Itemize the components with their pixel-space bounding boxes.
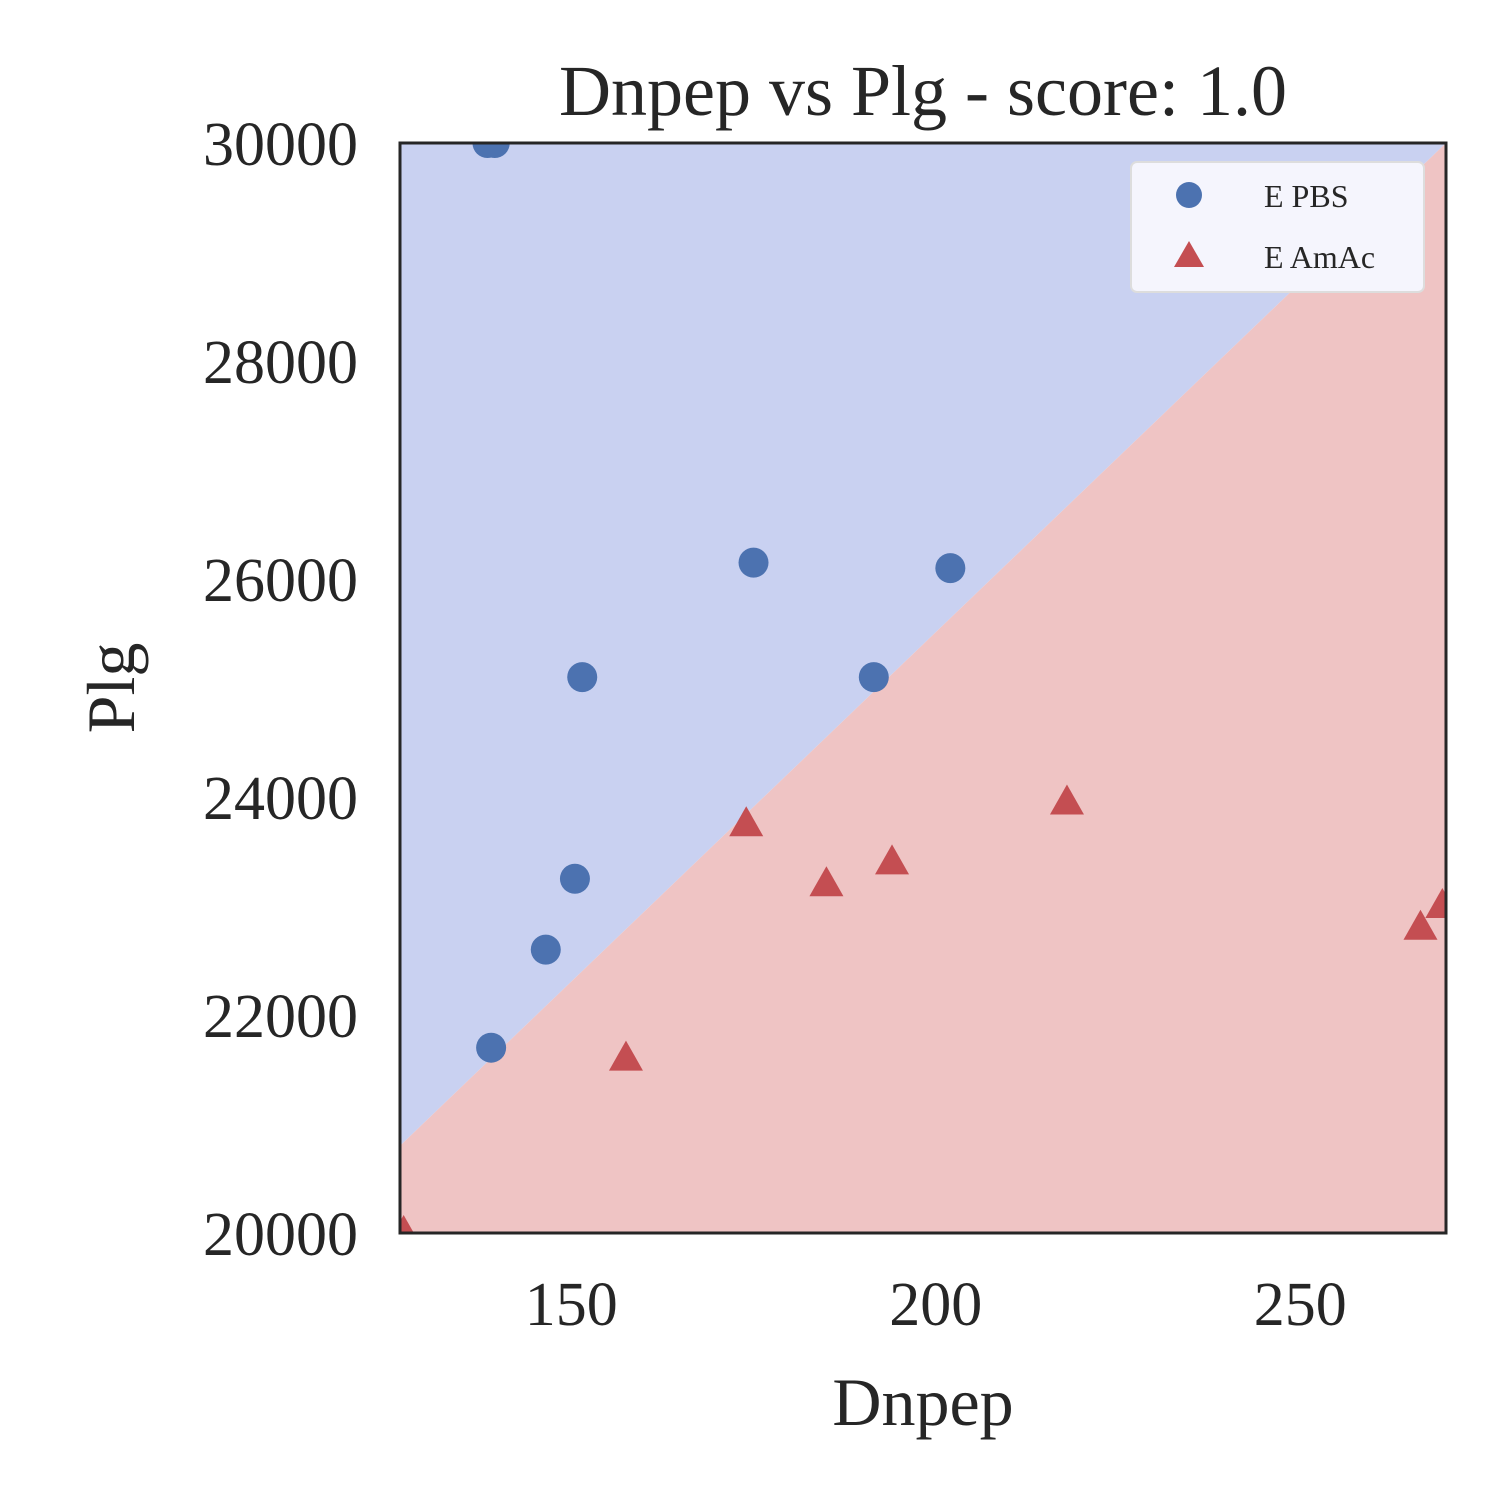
legend-label-e-pbs: E PBS <box>1264 178 1348 214</box>
e-amac-point <box>1049 784 1084 815</box>
e-pbs-point <box>559 863 590 894</box>
legend-box <box>1130 161 1425 293</box>
e-pbs-point <box>858 662 889 693</box>
x-tick-label: 250 <box>1254 1271 1347 1339</box>
x-axis-label: Dnpep <box>832 1364 1013 1440</box>
legend-marker-e-pbs <box>1176 182 1202 208</box>
y-axis-label: Plg <box>73 643 149 734</box>
plot-frame <box>398 141 1448 1235</box>
e-pbs-point <box>567 662 598 693</box>
e-pbs-point <box>479 143 510 158</box>
x-tick-label: 200 <box>889 1271 982 1339</box>
x-tick-label: 150 <box>525 1271 618 1339</box>
chart-title: Dnpep vs Plg - score: 1.0 <box>559 51 1287 131</box>
y-tick-label: 28000 <box>203 329 358 397</box>
plot-area <box>400 143 1446 1233</box>
data-markers <box>400 143 1446 1233</box>
y-tick-label: 20000 <box>203 1201 358 1269</box>
y-tick-label: 22000 <box>203 983 358 1051</box>
e-amac-point <box>608 1040 643 1071</box>
e-amac-point <box>809 866 844 897</box>
legend-label-e-amac: E AmAc <box>1264 239 1375 275</box>
legend-marker-e-amac <box>1174 241 1204 267</box>
e-amac-point <box>875 844 910 875</box>
decision-region-e-amac <box>400 143 1446 1233</box>
e-pbs-point <box>935 553 966 584</box>
x-axis-ticks: 150 200 250 <box>525 1271 1347 1339</box>
e-pbs-point <box>476 1032 507 1063</box>
e-amac-point <box>729 806 764 837</box>
y-tick-label: 26000 <box>203 547 358 615</box>
e-pbs-point <box>530 934 561 965</box>
y-tick-label: 24000 <box>203 765 358 833</box>
e-amac-point <box>1403 909 1438 940</box>
y-tick-label: 30000 <box>203 111 358 179</box>
y-axis-ticks: 20000 22000 24000 26000 28000 30000 <box>203 111 358 1269</box>
legend: E PBS E AmAc <box>1130 161 1425 293</box>
e-pbs-point <box>738 547 769 578</box>
e-amac-point <box>400 1215 414 1233</box>
e-amac-point <box>1425 888 1446 918</box>
